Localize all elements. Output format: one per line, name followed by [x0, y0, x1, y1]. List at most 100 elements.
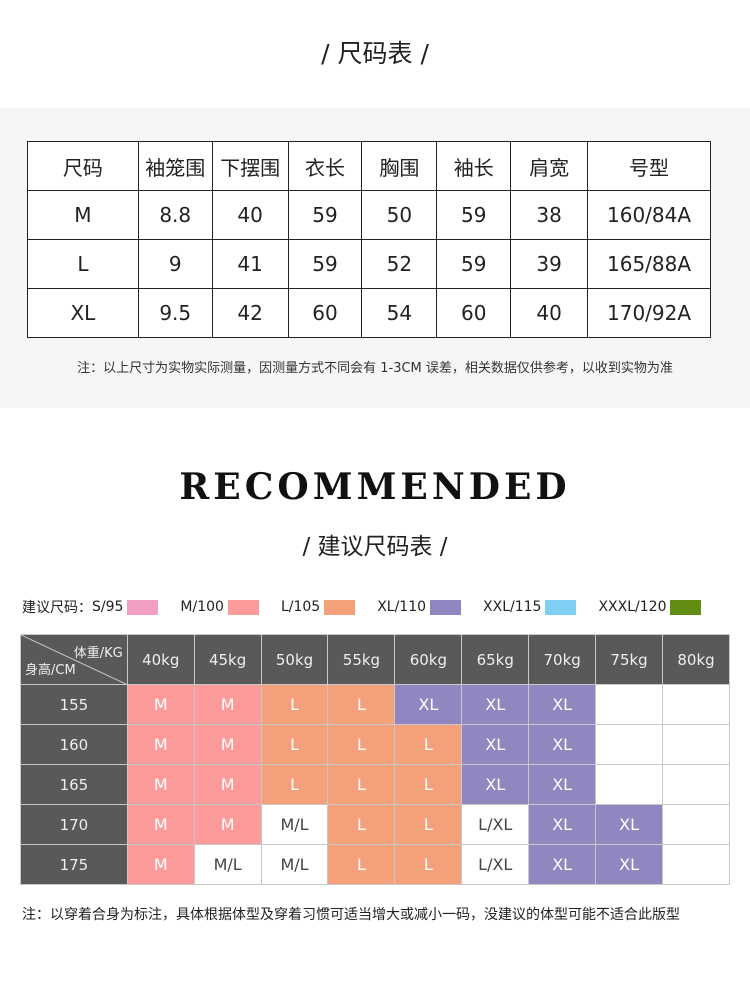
header-row: 体重/KG 身高/CM 40kg 45kg 50kg 55kg 60kg 65kg 70kg 75… — [20, 634, 730, 685]
size-cell — [662, 804, 730, 845]
size-cell: M — [193, 684, 262, 725]
size-cell: XL — [528, 804, 597, 845]
table-cell: 60 — [436, 288, 512, 338]
column-header: 号型 — [587, 141, 711, 191]
size-cell: L — [327, 844, 396, 885]
column-header: 袖笼围 — [137, 141, 213, 191]
table-cell: 170/92A — [587, 288, 711, 338]
size-cell: M — [193, 724, 262, 765]
legend-swatch — [324, 599, 356, 615]
size-cell: L — [327, 764, 396, 805]
table-cell: XL — [27, 288, 139, 338]
page-title: / 尺码表 / — [321, 39, 429, 68]
size-cell: M/L — [260, 804, 329, 845]
weight-header: 60kg — [394, 634, 463, 685]
table-row: XL 9.5 42 60 54 60 40 170/92A — [27, 288, 711, 338]
column-header: 衣长 — [287, 141, 363, 191]
size-cell: XL — [461, 684, 530, 725]
weight-axis-label: 体重/KG — [73, 646, 123, 661]
size-cell: M — [193, 804, 262, 845]
size-cell: XL — [595, 804, 664, 845]
table-row: M 8.8 40 59 50 59 38 160/84A — [27, 190, 711, 240]
legend-label: XXXL/120 — [598, 599, 667, 615]
weight-header: 75kg — [595, 634, 664, 685]
size-cell: XL — [595, 844, 664, 885]
size-cell — [595, 724, 664, 765]
recommendation-note: 注：以穿着合身为标注，具体根据体型及穿着习惯可适当增大或减小一码，没建议的体型可… — [22, 907, 680, 923]
legend-swatch — [670, 599, 702, 615]
size-cell: XL — [461, 764, 530, 805]
size-cell: L — [327, 684, 396, 725]
table-cell: 60 — [287, 288, 363, 338]
column-header: 胸围 — [361, 141, 438, 191]
header-row: 尺码 袖笼围 下摆围 衣长 胸围 袖长 肩宽 号型 — [27, 141, 711, 191]
size-cell — [662, 844, 730, 885]
table-cell: 59 — [287, 239, 363, 289]
size-cell: L — [327, 804, 396, 845]
size-cell: M — [126, 684, 195, 725]
table-row: 175 M M/L M/L L L L/XL XL XL — [20, 844, 730, 885]
size-legend: 建议尺码： S/95 M/100 L/105 XL/110 XXL/115 XXXL/12… — [22, 597, 723, 617]
table-cell: 165/88A — [587, 239, 711, 289]
size-cell: L — [260, 764, 329, 805]
table-cell: 41 — [211, 239, 289, 289]
size-table: 尺码 袖笼围 下摆围 衣长 胸围 袖长 肩宽 号型 M 8.8 40 59 50 59 38 160/84A L… — [27, 141, 711, 338]
table-row: L 9 41 59 52 59 39 165/88A — [27, 239, 711, 289]
size-cell: XL — [394, 684, 463, 725]
size-cell: XL — [461, 724, 530, 765]
size-cell — [662, 764, 730, 805]
height-header: 175 — [20, 844, 128, 885]
size-cell — [662, 724, 730, 765]
legend-label: M/100 — [180, 599, 224, 615]
diagonal-line — [21, 635, 128, 685]
corner-header: 体重/KG 身高/CM — [20, 634, 128, 685]
column-header: 袖长 — [436, 141, 512, 191]
size-cell — [595, 764, 664, 805]
size-cell: XL — [528, 724, 597, 765]
table-cell: 8.8 — [137, 190, 213, 240]
size-cell: M — [193, 764, 262, 805]
size-cell — [662, 684, 730, 725]
table-cell: 59 — [436, 190, 512, 240]
table-cell: 9 — [137, 239, 213, 289]
size-cell: M — [126, 804, 195, 845]
height-header: 155 — [20, 684, 128, 725]
size-cell: L — [394, 844, 463, 885]
legend-item: S/95 — [92, 599, 159, 615]
weight-header: 50kg — [260, 634, 329, 685]
height-header: 170 — [20, 804, 128, 845]
table-cell: 54 — [361, 288, 438, 338]
weight-header: 45kg — [193, 634, 262, 685]
size-cell: L — [394, 764, 463, 805]
legend-swatch — [227, 599, 259, 615]
table-cell: M — [27, 190, 139, 240]
weight-header: 55kg — [327, 634, 396, 685]
table-row: 155 M M L L XL XL XL — [20, 684, 730, 725]
table-cell: 40 — [510, 288, 589, 338]
legend-label: L/105 — [280, 599, 321, 615]
size-cell: XL — [528, 844, 597, 885]
size-cell: M/L — [260, 844, 329, 885]
table-cell: 52 — [361, 239, 438, 289]
weight-header: 65kg — [461, 634, 530, 685]
table-cell: 50 — [361, 190, 438, 240]
size-cell: L — [260, 684, 329, 725]
legend-item: M/100 — [180, 599, 259, 615]
size-cell: L — [394, 804, 463, 845]
table-row: 170 M M M/L L L L/XL XL XL — [20, 804, 730, 845]
size-cell: L — [260, 724, 329, 765]
legend-label: XL/110 — [377, 599, 427, 615]
size-cell: L — [394, 724, 463, 765]
legend-swatch — [545, 599, 577, 615]
size-cell: L/XL — [461, 844, 530, 885]
legend-item: XXXL/120 — [598, 599, 702, 615]
legend-item: XL/110 — [377, 599, 462, 615]
legend-label: S/95 — [92, 599, 124, 615]
table-cell: 160/84A — [587, 190, 711, 240]
size-cell: M — [126, 724, 195, 765]
recommendation-table: 体重/KG 身高/CM 40kg 45kg 50kg 55kg 60kg 65kg 70kg 75… — [20, 634, 730, 885]
height-axis-label: 身高/CM — [25, 663, 76, 678]
table-cell: 40 — [211, 190, 289, 240]
legend-item: L/105 — [280, 599, 356, 615]
legend-label: XXL/115 — [483, 599, 542, 615]
